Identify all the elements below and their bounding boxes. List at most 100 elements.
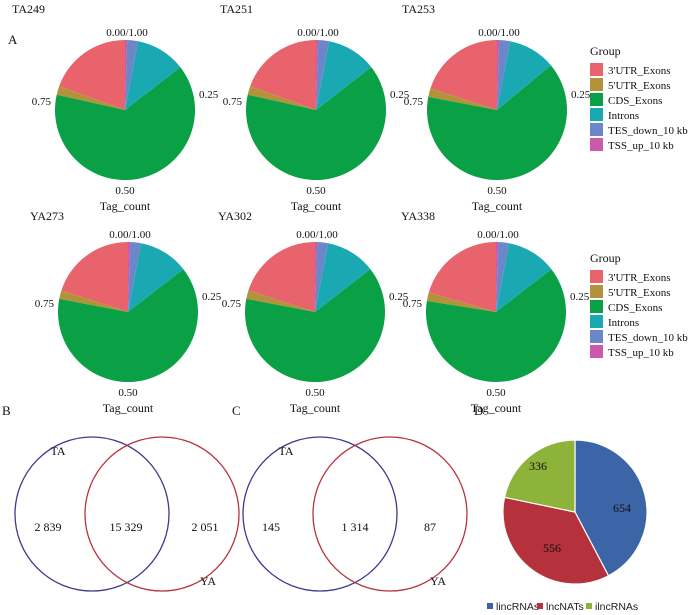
- pie-d-value-lncnats: 556: [543, 541, 561, 555]
- pie-slice-introns: [128, 243, 184, 312]
- pie-d-value-lincrnas: 654: [613, 501, 631, 515]
- legend-label-5-utr-exons: 5'UTR_Exons: [608, 80, 670, 92]
- legend-label-3-utr-exons: 3'UTR_Exons: [608, 65, 670, 77]
- venn-count-intersection: 1 314: [342, 520, 369, 534]
- pie-slice-introns: [496, 243, 552, 312]
- pie-slice-cds-exons: [244, 269, 385, 383]
- pie-tick-label: 0.00/1.00: [297, 27, 339, 39]
- pie-tick-label: 0.25: [390, 89, 410, 101]
- legend-label-5-utr-exons: 5'UTR_Exons: [608, 287, 670, 299]
- venn-count-only-first: 145: [262, 520, 280, 534]
- venn-diagram-b: TA YA 2 839 15 329 2 051: [14, 436, 240, 592]
- pie-tick-label: 0.75: [35, 298, 55, 310]
- pie-slice-3-utr-exons: [59, 40, 125, 110]
- pie-axis-title: Tag_count: [291, 199, 342, 213]
- group-legend-top: Group 3'UTR_Exons 5'UTR_Exons CDS_Exons Intr…: [590, 44, 688, 152]
- pie-axis-title: Tag_count: [103, 401, 154, 415]
- pie-slice-tes-down-10-kb: [125, 40, 139, 110]
- pie-slice-cds-exons: [55, 67, 196, 181]
- pie-slice-5-utr-exons: [56, 86, 125, 110]
- pie-slice-tes-down-10-kb: [315, 242, 329, 312]
- pie-slice-introns: [497, 41, 551, 110]
- pie-chart-d: 654 556 336: [502, 439, 648, 585]
- pie-slice-tss-up-10-kb: [496, 241, 499, 312]
- pie-slice-tes-down-10-kb: [316, 40, 330, 110]
- group-legend-bottom: Group 3'UTR_Exons 5'UTR_Exons CDS_Exons Intr…: [590, 251, 688, 359]
- pie-tick-label: 0.50: [487, 185, 507, 197]
- pie-slice-cds-exons: [57, 269, 198, 383]
- pie-slice-tes-down-10-kb: [128, 242, 142, 312]
- panel-label-a: A: [8, 32, 18, 47]
- venn-set-label: TA: [278, 444, 293, 458]
- pie-d-slice-lncnats: [502, 496, 610, 585]
- pie-tick-label: 0.75: [32, 96, 52, 108]
- pie-chart-ya302: YA302 0.00/1.00 0.25 0.50 0.75 Tag_count: [218, 209, 409, 415]
- pie-slice-tss-up-10-kb: [315, 241, 318, 312]
- venn-set-label: TA: [50, 444, 65, 458]
- legend-label-cds-exons: CDS_Exons: [608, 95, 662, 107]
- pie-slice-5-utr-exons: [426, 292, 496, 312]
- pie-title: YA338: [401, 209, 435, 223]
- pie-title: TA249: [12, 2, 45, 16]
- venn-circle-ya: [84, 436, 240, 592]
- pie-title: TA251: [220, 2, 253, 16]
- legend-label-introns: Introns: [608, 110, 639, 122]
- venn-count-only-second: 87: [424, 520, 436, 534]
- pie-slice-3-utr-exons: [248, 242, 315, 312]
- pie-chart-ta253: TA253 0.00/1.00 0.25 0.50 0.75 Tag_count: [402, 2, 591, 213]
- pie-slice-5-utr-exons: [428, 88, 497, 110]
- pie-d-legend-label-lncnats: lncNATs: [546, 601, 584, 613]
- pie-d-value-ilncrnas: 336: [529, 459, 547, 473]
- legend-swatch-5-utr-exons: [590, 285, 603, 298]
- pie-tick-label: 0.25: [202, 291, 222, 303]
- pie-tick-label: 0.25: [389, 291, 409, 303]
- legend-label-3-utr-exons: 3'UTR_Exons: [608, 272, 670, 284]
- venn-count-only-first: 2 839: [35, 520, 62, 534]
- pie-tick-label: 0.00/1.00: [109, 229, 151, 241]
- pie-slice-5-utr-exons: [247, 86, 316, 110]
- pie-slice-3-utr-exons: [428, 242, 496, 312]
- pie-slice-3-utr-exons: [250, 40, 316, 110]
- pie-title: YA302: [218, 209, 252, 223]
- pie-chart-ya273: YA273 0.00/1.00 0.25 0.50 0.75 Tag_count: [30, 209, 222, 415]
- legend-label-tes-down-10-kb: TES_down_10 kb: [608, 125, 688, 137]
- pie-d-slice-ilncrnas: [503, 439, 576, 513]
- pie-tick-label: 0.50: [486, 387, 506, 399]
- pie-axis-title: Tag_count: [100, 199, 151, 213]
- pie-slice-5-utr-exons: [246, 290, 315, 312]
- legend-title: Group: [590, 44, 621, 58]
- pie-slice-tes-down-10-kb: [497, 40, 511, 110]
- legend-swatch-5-utr-exons: [590, 78, 603, 91]
- pie-chart-ta249: TA249 0.00/1.00 0.25 0.50 0.75 Tag_count: [12, 2, 219, 213]
- pie-slice-3-utr-exons: [430, 40, 497, 110]
- legend-swatch-3-utr-exons: [590, 63, 603, 76]
- pie-axis-title: Tag_count: [471, 401, 522, 415]
- legend-title: Group: [590, 251, 621, 265]
- pie-slice-tss-up-10-kb: [125, 39, 128, 110]
- venn-count-only-second: 2 051: [192, 520, 219, 534]
- venn-count-intersection: 15 329: [110, 520, 143, 534]
- pie-tick-label: 0.75: [403, 298, 423, 310]
- pie-d-legend-label-lincrnas: lincRNAs: [496, 601, 539, 613]
- legend-label-tss-up-10-kb: TSS_up_10 kb: [608, 140, 674, 152]
- panel-label-d: D: [474, 403, 483, 418]
- pie-tick-label: 0.75: [223, 96, 243, 108]
- pie-slice-5-utr-exons: [59, 290, 128, 312]
- panel-label-b: B: [2, 403, 11, 418]
- pie-slice-tss-up-10-kb: [497, 39, 500, 110]
- venn-circle-ta: [14, 436, 170, 592]
- legend-swatch-3-utr-exons: [590, 270, 603, 283]
- pie-d-legend-swatch-lncnats: [537, 603, 543, 609]
- pie-tick-label: 0.00/1.00: [106, 27, 148, 39]
- legend-swatch-tes-down-10-kb: [590, 330, 603, 343]
- pie-title: TA253: [402, 2, 435, 16]
- venn-circle-ta: [242, 436, 398, 592]
- legend-swatch-introns: [590, 108, 603, 121]
- pie-slice-cds-exons: [427, 65, 568, 180]
- pie-slice-introns: [125, 41, 181, 110]
- legend-swatch-cds-exons: [590, 300, 603, 313]
- pie-slice-introns: [316, 41, 372, 110]
- pie-axis-title: Tag_count: [290, 401, 341, 415]
- legend-swatch-introns: [590, 315, 603, 328]
